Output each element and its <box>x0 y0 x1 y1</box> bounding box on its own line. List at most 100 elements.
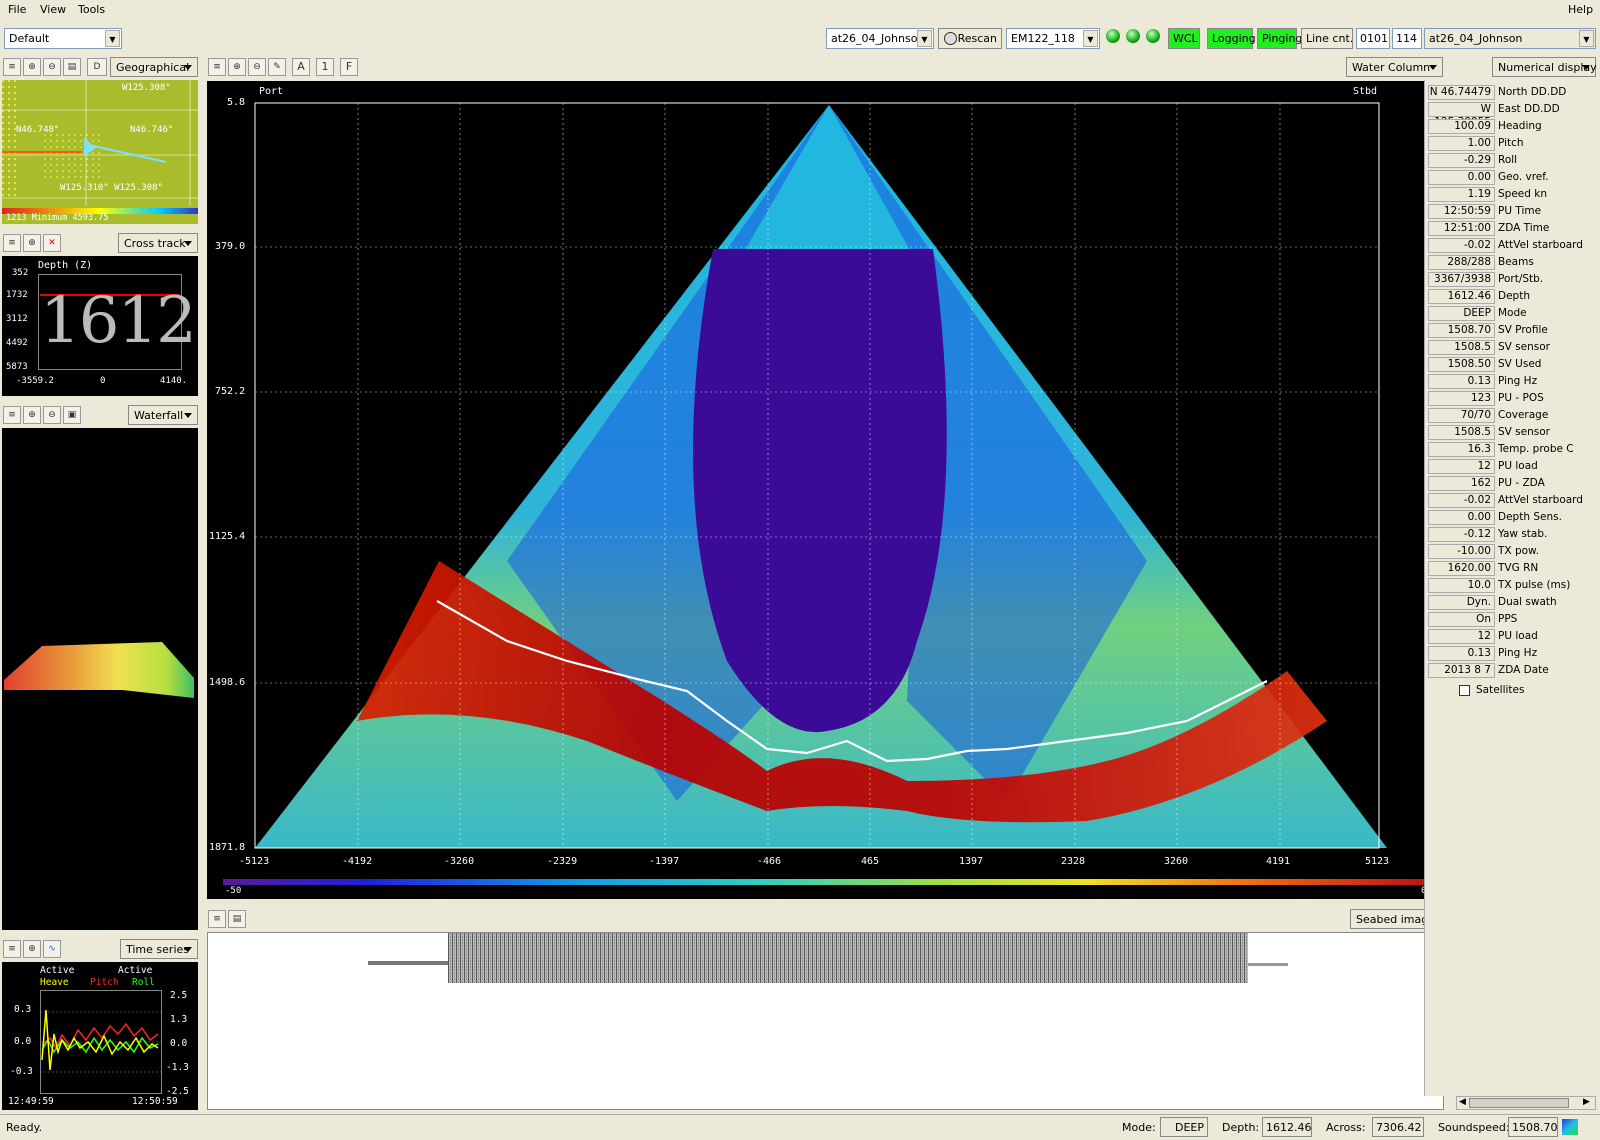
depth-profile-line <box>40 294 180 296</box>
zoom-icon[interactable]: ⊕ <box>23 234 41 252</box>
numerical-display-dropdown[interactable]: Numerical display <box>1492 57 1597 77</box>
big-depth-value: 1612 <box>40 284 197 358</box>
geo-bottom-label: W125.310° W125.308° <box>60 183 163 193</box>
numerical-row: -0.02 AttVel starboard <box>1428 238 1598 255</box>
wc-xtick: 1397 <box>959 856 984 867</box>
survey-select[interactable]: at26_04_Johnson ▼ <box>826 28 934 49</box>
geo-mode-dropdown[interactable]: Geographical <box>110 57 198 77</box>
fit-icon[interactable]: ▣ <box>63 406 81 424</box>
time-series-dropdown[interactable]: Time series <box>120 939 198 959</box>
numerical-row: 0.00 Geo. vref. <box>1428 170 1598 187</box>
numerical-value: -0.29 <box>1428 153 1495 168</box>
numerical-row: 1508.5 SV sensor <box>1428 340 1598 357</box>
pen-icon[interactable]: ✎ <box>268 58 286 76</box>
cross-ytick: 1732 <box>6 290 28 300</box>
zoom-in-icon[interactable]: ⊕ <box>228 58 246 76</box>
roll-legend: Roll <box>132 977 155 988</box>
geo-map[interactable]: W125.308° N46.748° N46.746° W125.310° W1… <box>2 80 198 224</box>
time-series-plot[interactable]: Active Active Heave Pitch Roll 0.3 0.0 -… <box>2 962 198 1110</box>
numerical-row: 12:51:00 ZDA Time <box>1428 221 1598 238</box>
time-right-tick: 2.5 <box>170 990 188 1001</box>
print-icon[interactable]: ▤ <box>63 58 81 76</box>
zoom-out-icon[interactable]: ⊖ <box>248 58 266 76</box>
zoom-icon[interactable]: ⊕ <box>23 940 41 958</box>
wc-xtick: 3260 <box>1164 856 1189 867</box>
profile-select[interactable]: Default ▼ <box>4 28 122 49</box>
status-led-1 <box>1106 29 1120 43</box>
menu-help[interactable]: Help <box>1568 3 1594 16</box>
line-number-field[interactable]: 0101 <box>1356 28 1390 49</box>
satellites-checkbox[interactable] <box>1459 685 1470 696</box>
numerical-label: PU - ZDA <box>1498 477 1545 489</box>
numerical-label: SV Used <box>1498 358 1542 370</box>
geo-map-graphic <box>2 80 198 224</box>
water-column-graphic <box>223 102 1427 885</box>
time-left-tick: 0.3 <box>14 1004 32 1015</box>
cross-track-dropdown[interactable]: Cross track <box>118 233 198 253</box>
waterfall-view[interactable] <box>2 428 198 930</box>
chevron-down-icon: ▼ <box>917 30 932 47</box>
water-column-dropdown[interactable]: Water Column <box>1346 57 1443 77</box>
scroll-left-icon[interactable]: ◀ <box>1459 1097 1466 1107</box>
panel-config-icon[interactable]: ≡ <box>208 910 226 928</box>
numerical-label: Heading <box>1498 120 1542 132</box>
numerical-label: PU Time <box>1498 205 1542 217</box>
numerical-label: Roll <box>1498 154 1518 166</box>
numerical-label: Depth Sens. <box>1498 511 1562 523</box>
scroll-right-icon[interactable]: ▶ <box>1583 1097 1590 1107</box>
d-button[interactable]: D <box>87 58 107 76</box>
rescan-button[interactable]: Rescan <box>938 28 1002 49</box>
line-name-value: at26_04_Johnson <box>1429 32 1523 45</box>
status-led-2 <box>1126 29 1140 43</box>
time-right-tick: -2.5 <box>166 1086 189 1097</box>
menu-view[interactable]: View <box>40 3 67 16</box>
stbd-label: Stbd <box>1353 86 1378 97</box>
wcl-button[interactable]: WCL <box>1168 28 1200 49</box>
tool-f-button[interactable]: F <box>340 58 358 76</box>
line-index-field[interactable]: 114 <box>1392 28 1422 49</box>
scrollbar-thumb[interactable] <box>1469 1098 1569 1108</box>
wc-ytick: 379.0 <box>215 241 246 252</box>
numerical-value: On <box>1428 612 1495 627</box>
menu-tools[interactable]: Tools <box>78 3 106 16</box>
panel-config-icon[interactable]: ≡ <box>3 234 21 252</box>
zoom-in-icon[interactable]: ⊕ <box>23 58 41 76</box>
panel-config-icon[interactable]: ≡ <box>3 406 21 424</box>
water-column-view[interactable]: Port Stbd 5.8 379.0 752.2 1125.4 1498.6 … <box>207 81 1444 899</box>
tool-a-button[interactable]: A <box>292 58 310 76</box>
zoom-out-icon[interactable]: ⊖ <box>43 406 61 424</box>
wc-xtick: 4191 <box>1266 856 1291 867</box>
series-icon[interactable]: ∿ <box>43 940 61 958</box>
numerical-value: DEEP <box>1428 306 1495 321</box>
pinging-button[interactable]: Pinging <box>1257 28 1302 49</box>
numerical-row: 12 PU load <box>1428 459 1598 476</box>
seabed-image-view[interactable] <box>207 932 1444 1110</box>
logging-button[interactable]: Logging <box>1207 28 1256 49</box>
disable-icon[interactable]: ✕ <box>43 234 61 252</box>
status-across-value: 7306.42 <box>1372 1117 1424 1137</box>
menu-file[interactable]: File <box>8 3 27 16</box>
print-icon[interactable]: ▤ <box>228 910 246 928</box>
numerical-row: 16.3 Temp. probe C <box>1428 442 1598 459</box>
waterfall-dropdown[interactable]: Waterfall <box>128 405 198 425</box>
numerical-value: 12:50:59 <box>1428 204 1495 219</box>
time-right-tick: 1.3 <box>170 1014 188 1025</box>
panel-config-icon[interactable]: ≡ <box>208 58 226 76</box>
panel-config-icon[interactable]: ≡ <box>3 58 21 76</box>
numerical-label: PU load <box>1498 460 1538 472</box>
line-name-select[interactable]: at26_04_Johnson ▼ <box>1424 28 1596 49</box>
cross-track-plot[interactable]: Depth (Z) 1612 352 1732 3112 4492 5873 -… <box>2 256 198 396</box>
rescan-label: Rescan <box>957 32 997 45</box>
geo-right-mid-label: N46.746° <box>130 125 174 135</box>
sonar-select[interactable]: EM122_118 ▼ <box>1006 28 1100 49</box>
line-count-button[interactable]: Line cnt. <box>1301 28 1353 49</box>
zoom-out-icon[interactable]: ⊖ <box>43 58 61 76</box>
seabed-image-dropdown[interactable]: Seabed image <box>1350 909 1443 929</box>
numerical-row: 1.00 Pitch <box>1428 136 1598 153</box>
colormap-icon[interactable] <box>1562 1119 1578 1135</box>
numerical-value: 0.13 <box>1428 374 1495 389</box>
zoom-in-icon[interactable]: ⊕ <box>23 406 41 424</box>
panel-config-icon[interactable]: ≡ <box>3 940 21 958</box>
tool-1-button[interactable]: 1 <box>316 58 334 76</box>
numerical-hscrollbar[interactable]: ◀ ▶ <box>1456 1096 1596 1110</box>
